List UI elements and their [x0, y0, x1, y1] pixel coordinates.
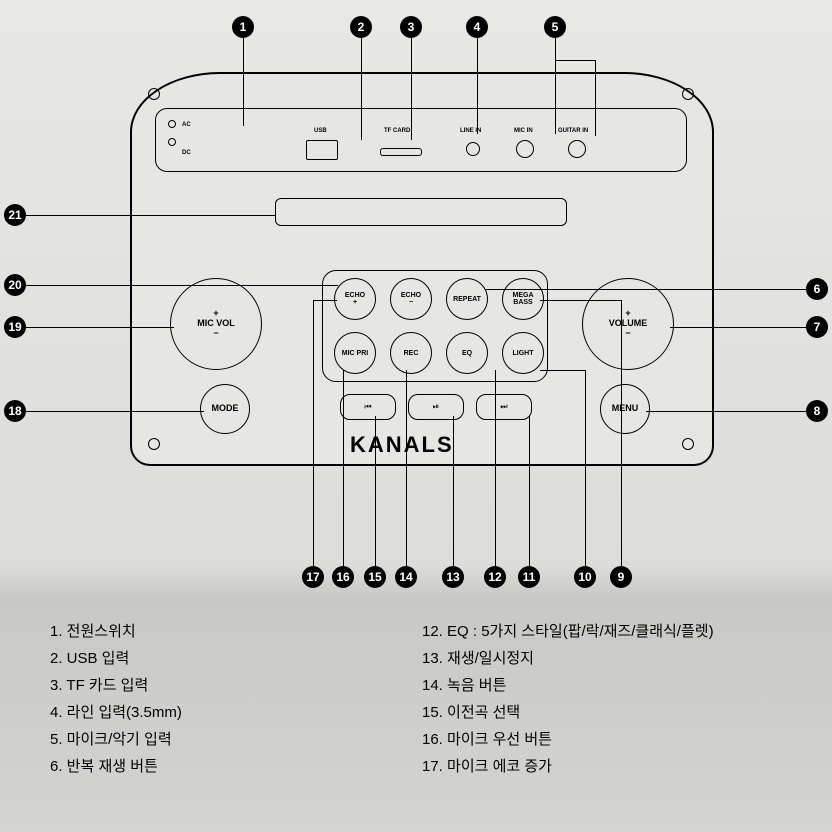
legend-item: 3. TF 카드 입력 [50, 672, 182, 699]
echo-minus-button[interactable]: ECHO − [390, 278, 432, 320]
legend-item: 14. 녹음 버튼 [422, 672, 714, 699]
callout-badge-1: 1 [232, 16, 254, 38]
leader-line [361, 38, 362, 140]
leader-line [477, 38, 478, 134]
play-pause-button[interactable]: ⏯ [408, 394, 464, 420]
leader-line [375, 416, 376, 566]
screw-icon [148, 88, 160, 100]
callout-badge-16: 16 [332, 566, 354, 588]
leader-line [313, 300, 314, 566]
micin-jack-icon [516, 140, 534, 158]
linein-jack-icon [466, 142, 480, 156]
leader-line [343, 370, 344, 566]
leader-line [495, 370, 496, 566]
callout-badge-5: 5 [544, 16, 566, 38]
callout-badge-12: 12 [484, 566, 506, 588]
screw-icon [148, 438, 160, 450]
legend-item: 6. 반복 재생 버튼 [50, 753, 182, 780]
callout-badge-7: 7 [806, 316, 828, 338]
leader-line [26, 285, 338, 286]
port-label-micin: MIC IN [514, 128, 533, 134]
legend-item: 15. 이전곡 선택 [422, 699, 714, 726]
callout-badge-20: 20 [4, 274, 26, 296]
leader-line [540, 370, 585, 371]
port-label-guitarin: GUITAR IN [558, 128, 588, 134]
menu-button[interactable]: MENU [600, 384, 650, 434]
port-label-linein: LINE IN [460, 128, 481, 134]
tf-slot-icon [380, 148, 422, 156]
port-label-dc: DC [182, 150, 191, 156]
leader-line [585, 370, 586, 566]
callout-badge-2: 2 [350, 16, 372, 38]
ac-led-icon [168, 120, 176, 128]
legend-item: 16. 마이크 우선 버튼 [422, 726, 714, 753]
port-label-ac: AC [182, 122, 191, 128]
echo-plus-button[interactable]: ECHO + [334, 278, 376, 320]
leader-line [670, 327, 806, 328]
legend-right: 12. EQ : 5가지 스타일(팝/락/재즈/클래식/플렛)13. 재생/일시… [422, 618, 714, 780]
volume-knob[interactable]: +VOLUME− [582, 278, 674, 370]
leader-line [555, 38, 556, 134]
callout-badge-11: 11 [518, 566, 540, 588]
display-slot [275, 198, 567, 226]
mic-pri-button[interactable]: MIC PRI [334, 332, 376, 374]
legend-item: 4. 라인 입력(3.5mm) [50, 699, 182, 726]
callout-badge-19: 19 [4, 316, 26, 338]
mic-vol-knob[interactable]: +MIC VOL− [170, 278, 262, 370]
legend-left: 1. 전원스위치2. USB 입력3. TF 카드 입력4. 라인 입력(3.5… [50, 618, 182, 780]
legend-item: 1. 전원스위치 [50, 618, 182, 645]
prev-track-button[interactable]: ⏮ [340, 394, 396, 420]
diagram-canvas: AC DC USB TF CARD LINE IN MIC IN GUITAR … [0, 0, 832, 832]
dc-led-icon [168, 138, 176, 146]
legend-item: 2. USB 입력 [50, 645, 182, 672]
leader-line [486, 289, 806, 290]
callout-badge-21: 21 [4, 204, 26, 226]
leader-line [540, 300, 621, 301]
legend-item: 17. 마이크 에코 증가 [422, 753, 714, 780]
legend-item: 12. EQ : 5가지 스타일(팝/락/재즈/클래식/플렛) [422, 618, 714, 645]
callout-badge-4: 4 [466, 16, 488, 38]
leader-line [26, 327, 174, 328]
leader-line [411, 38, 412, 140]
screw-icon [682, 438, 694, 450]
eq-button[interactable]: EQ [446, 332, 488, 374]
leader-line [243, 38, 244, 126]
legend-item: 5. 마이크/악기 입력 [50, 726, 182, 753]
leader-line [621, 300, 622, 566]
leader-line [529, 416, 530, 566]
usb-port-icon [306, 140, 338, 160]
port-label-usb: USB [314, 128, 327, 134]
callout-badge-10: 10 [574, 566, 596, 588]
guitarin-jack-icon [568, 140, 586, 158]
screw-icon [682, 88, 694, 100]
leader-line [313, 300, 337, 301]
mode-button[interactable]: MODE [200, 384, 250, 434]
brand-label: KANALS [350, 432, 454, 458]
callout-badge-18: 18 [4, 400, 26, 422]
leader-line [406, 370, 407, 566]
leader-line [646, 411, 806, 412]
callout-badge-6: 6 [806, 278, 828, 300]
leader-line [26, 411, 204, 412]
port-label-tf: TF CARD [384, 128, 410, 134]
leader-line [595, 60, 596, 136]
callout-badge-13: 13 [442, 566, 464, 588]
callout-badge-3: 3 [400, 16, 422, 38]
callout-badge-9: 9 [610, 566, 632, 588]
leader-line [453, 416, 454, 566]
repeat-button[interactable]: REPEAT [446, 278, 488, 320]
mega-bass-button[interactable]: MEGA BASS [502, 278, 544, 320]
rec-button[interactable]: REC [390, 332, 432, 374]
light-button[interactable]: LIGHT [502, 332, 544, 374]
callout-badge-8: 8 [806, 400, 828, 422]
leader-line [26, 215, 275, 216]
leader-line [555, 60, 595, 61]
callout-badge-17: 17 [302, 566, 324, 588]
legend-item: 13. 재생/일시정지 [422, 645, 714, 672]
top-port-row [155, 108, 687, 172]
callout-badge-14: 14 [395, 566, 417, 588]
next-track-button[interactable]: ⏭ [476, 394, 532, 420]
callout-badge-15: 15 [364, 566, 386, 588]
